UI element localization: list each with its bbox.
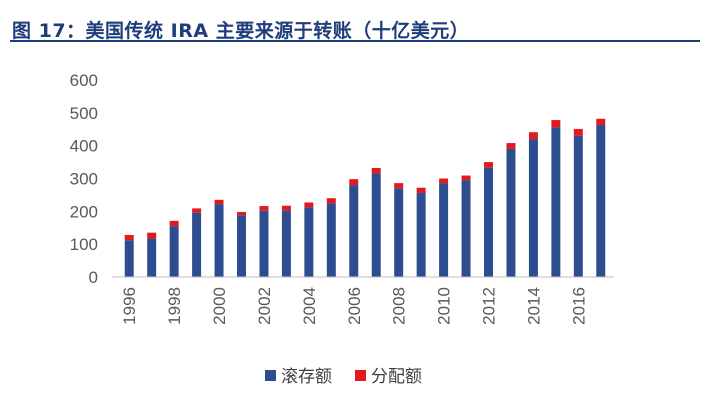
figure-title: 图 17：美国传统 IRA 主要来源于转账（十亿美元） <box>12 20 470 42</box>
bar-rollover-2005 <box>326 203 336 277</box>
legend-swatch-distribution <box>355 370 366 381</box>
x-tick-label: 2014 <box>524 287 543 325</box>
bar-rollover-1999 <box>192 212 202 277</box>
bar-rollover-2017 <box>596 124 606 278</box>
x-tick-label: 2010 <box>435 287 454 325</box>
bar-distribution-2001 <box>237 211 246 216</box>
x-tick-label: 2002 <box>255 287 274 325</box>
bar-distribution-2008 <box>394 183 404 189</box>
y-tick-label: 600 <box>70 71 98 90</box>
bar-rollover-2010 <box>439 183 449 277</box>
bar-distribution-2017 <box>596 118 606 125</box>
y-tick-label: 100 <box>70 235 98 254</box>
x-tick-label: 2016 <box>569 287 588 325</box>
legend-swatch-rollover <box>265 370 276 381</box>
x-tick-label: 2006 <box>345 287 364 325</box>
bar-distribution-1997 <box>147 232 157 239</box>
bar-distribution-1996 <box>124 234 134 241</box>
y-tick-label: 0 <box>89 268 98 287</box>
y-tick-label: 500 <box>70 104 98 123</box>
bar-distribution-1999 <box>192 208 202 213</box>
y-tick-label: 200 <box>70 202 98 221</box>
bar-distribution-2006 <box>349 179 359 186</box>
bar-distribution-2003 <box>281 205 291 211</box>
bar-distribution-2011 <box>461 175 471 181</box>
bar-distribution-2013 <box>506 143 516 149</box>
bar-distribution-2007 <box>371 167 381 174</box>
bar-rollover-1997 <box>147 238 157 277</box>
x-tick-label: 2000 <box>210 287 229 325</box>
bar-distribution-2016 <box>573 128 583 136</box>
bar-rollover-2003 <box>281 210 291 277</box>
bar-distribution-2002 <box>259 206 269 211</box>
x-tick-label: 2004 <box>300 287 319 325</box>
legend-label-rollover: 滚存额 <box>281 367 332 387</box>
x-tick-label: 1996 <box>120 287 139 325</box>
bar-rollover-2011 <box>461 180 471 277</box>
bar-rollover-2014 <box>528 139 538 277</box>
bar-rollover-2008 <box>394 188 404 277</box>
y-tick-label: 400 <box>70 137 98 156</box>
bars <box>124 118 606 278</box>
bar-rollover-1998 <box>169 226 179 277</box>
bar-rollover-2000 <box>214 204 224 277</box>
bar-rollover-2012 <box>484 167 493 277</box>
bar-distribution-2000 <box>214 199 224 205</box>
bar-distribution-2005 <box>326 198 336 204</box>
bar-rollover-2013 <box>506 148 516 277</box>
bar-distribution-2014 <box>528 132 538 140</box>
x-tick-label: 2008 <box>390 287 409 325</box>
legend: 滚存额 分配额 <box>265 367 422 387</box>
x-axis-ticks: 1996 1998 2000 2002 2004 2006 2008 2010 2012 2014… <box>120 287 588 325</box>
bar-distribution-2010 <box>439 178 449 184</box>
bar-rollover-1996 <box>124 240 134 277</box>
bar-distribution-2012 <box>484 162 493 168</box>
bar-distribution-2009 <box>416 187 426 193</box>
x-tick-label: 1998 <box>165 287 184 325</box>
bar-rollover-2001 <box>237 215 246 277</box>
bar-distribution-1998 <box>169 220 179 227</box>
bar-rollover-2002 <box>259 210 269 277</box>
y-tick-label: 300 <box>70 170 98 189</box>
bar-rollover-2009 <box>416 192 426 277</box>
bar-rollover-2006 <box>349 185 359 277</box>
bar-distribution-2015 <box>551 120 561 128</box>
legend-label-distribution: 分配额 <box>371 367 422 387</box>
bar-distribution-2004 <box>304 202 314 208</box>
bar-rollover-2004 <box>304 207 314 277</box>
bar-rollover-2015 <box>551 127 561 277</box>
figure-title-bar: 图 17：美国传统 IRA 主要来源于转账（十亿美元） <box>10 8 700 42</box>
y-axis-ticks: 0 100 200 300 400 500 600 <box>70 71 98 287</box>
bar-rollover-2016 <box>573 135 583 277</box>
bar-rollover-2007 <box>371 173 381 277</box>
x-tick-label: 2012 <box>480 287 499 325</box>
